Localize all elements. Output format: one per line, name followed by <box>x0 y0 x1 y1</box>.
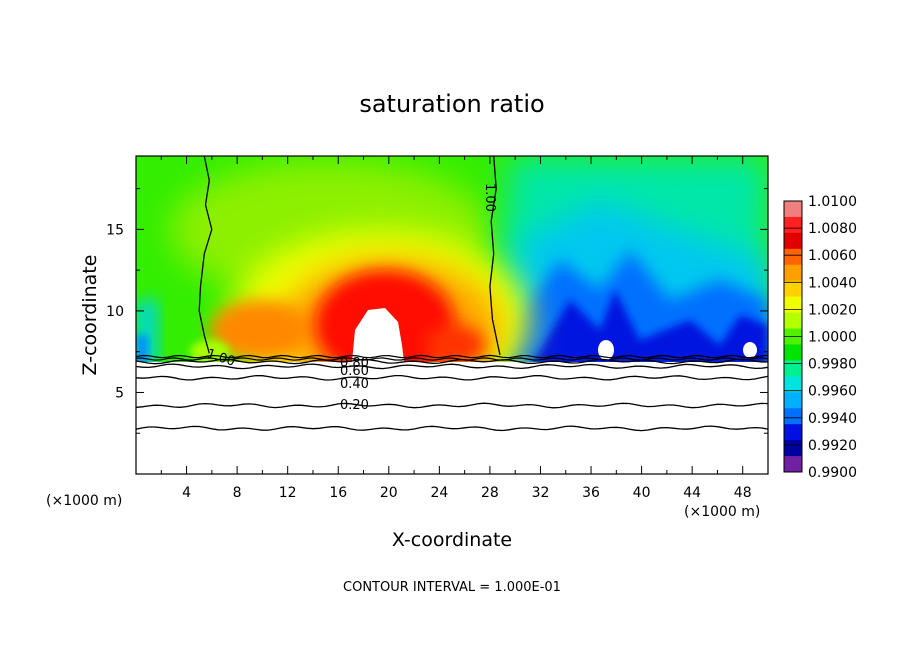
x-tick-label: 12 <box>279 485 297 501</box>
colorbar-label: 0.9940 <box>808 411 857 427</box>
field-left-blue <box>136 335 148 362</box>
colorbar-label: 1.0020 <box>808 302 857 318</box>
x-axis-label: X-coordinate <box>392 529 512 551</box>
contour-line <box>136 425 768 432</box>
colorbar-swatch <box>784 424 802 441</box>
colorbar-swatch <box>784 376 802 393</box>
contour-line <box>136 363 768 370</box>
colorbar-label: 1.0100 <box>808 194 857 210</box>
plot-frame <box>135 155 769 475</box>
contour-interval-text: CONTOUR INTERVAL = 1.000E-01 <box>343 580 561 595</box>
contour-line <box>136 402 768 409</box>
colorbar: 1.0100 1.0080 1.0060 1.0040 1.0020 1.0000 0.99… <box>783 194 857 481</box>
x-tick-label: 24 <box>430 485 448 501</box>
contour-label: 0.40 <box>340 377 369 392</box>
x-axis-unit: (×1000 m) <box>684 504 760 520</box>
colorbar-swatch <box>784 296 802 314</box>
x-tick-label: 44 <box>683 485 701 501</box>
field-plume-red-right <box>425 325 485 362</box>
colorbar-label: 1.0000 <box>808 330 857 346</box>
x-tick-label: 20 <box>380 485 398 501</box>
x-tick-label: 40 <box>633 485 651 501</box>
y-tick-label: 5 <box>115 385 124 401</box>
y-tick-label: 15 <box>106 222 124 238</box>
contour-label: 0.80 <box>340 356 369 371</box>
contour-line <box>136 358 768 365</box>
contour-label: 0.60 <box>340 364 369 379</box>
y-axis-label: Z-coordinate <box>79 255 101 376</box>
colorbar-swatch <box>784 360 802 377</box>
contour-labels: 1.00 1.00 0.80 0.60 0.40 0.20 <box>205 183 497 413</box>
field-white-bump <box>598 340 614 360</box>
contour-line <box>198 156 213 354</box>
colorbar-swatch <box>784 248 802 266</box>
colorbar-label: 0.9980 <box>808 357 857 373</box>
x-tick-label: 8 <box>233 485 242 501</box>
x-tick-label: 4 <box>182 485 191 501</box>
colorbar-label: 1.0040 <box>808 275 857 291</box>
chart-title: saturation ratio <box>359 90 544 118</box>
colorbar-swatch <box>784 312 802 330</box>
colorbar-swatch <box>784 440 802 457</box>
colorbar-label: 0.9900 <box>808 465 857 481</box>
saturation-field <box>136 156 768 362</box>
field-right-darkblue <box>530 290 768 362</box>
contour-line <box>489 156 501 356</box>
colorbar-swatch <box>784 280 802 298</box>
contour-line <box>136 357 768 361</box>
colorbar-swatch <box>784 264 802 282</box>
colorbar-swatch <box>784 344 802 361</box>
field-white-bump <box>743 342 757 358</box>
colorbar-label: 1.0080 <box>808 221 857 237</box>
colorbar-swatch <box>784 392 802 409</box>
x-tick-label: 32 <box>532 485 550 501</box>
colorbar-label: 1.0060 <box>808 248 857 264</box>
colorbar-swatch <box>784 408 802 425</box>
z-axis-unit: (×1000 m) <box>46 493 122 509</box>
contour-line <box>136 374 768 381</box>
colorbar-label: 0.9960 <box>808 384 857 400</box>
x-tick-label: 36 <box>582 485 600 501</box>
colorbar-swatch <box>784 216 802 234</box>
colorbar-label: 0.9920 <box>808 438 857 454</box>
colorbar-swatch <box>784 456 802 473</box>
contour-label: 0.20 <box>340 398 369 413</box>
contour-label: 1.00 <box>482 183 497 212</box>
x-tick-label: 48 <box>734 485 752 501</box>
y-tick-label: 10 <box>106 304 124 320</box>
contour-lines <box>136 156 768 432</box>
x-tick-label: 16 <box>329 485 347 501</box>
field-white-core <box>352 308 404 362</box>
contour-line <box>136 354 768 359</box>
colorbar-swatch <box>784 232 802 250</box>
colorbar-swatch <box>784 201 802 218</box>
x-tick-label: 28 <box>481 485 499 501</box>
field-plume-left-orange <box>210 300 310 360</box>
